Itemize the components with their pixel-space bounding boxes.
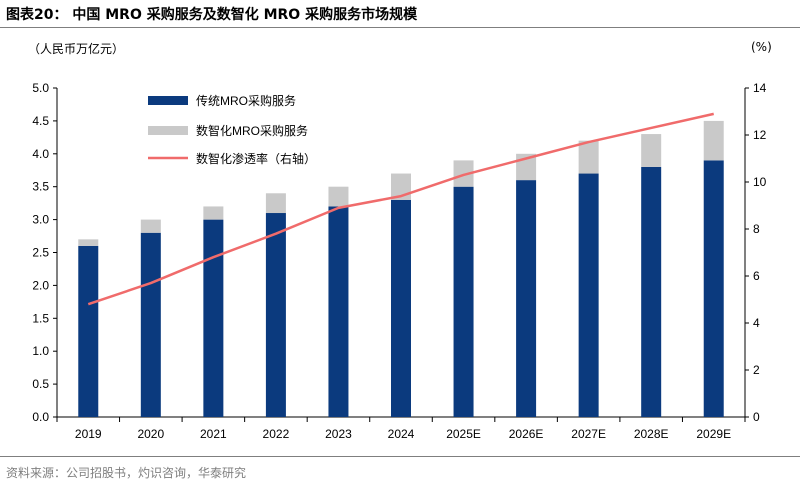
legend-label-penetration: 数智化渗透率（右轴） — [196, 151, 316, 166]
x-tick-label: 2019 — [75, 427, 102, 441]
right-tick-label: 6 — [753, 269, 760, 283]
right-tick-label: 0 — [753, 410, 760, 424]
right-tick-label: 2 — [753, 363, 760, 377]
x-tick-label: 2020 — [137, 427, 164, 441]
bar-digital — [78, 239, 99, 246]
bar-traditional — [641, 166, 662, 417]
bar-digital — [641, 134, 662, 167]
footer-rule — [0, 456, 800, 457]
left-tick-label: 3.5 — [32, 180, 49, 194]
x-tick-label: 2024 — [388, 427, 415, 441]
legend-label-traditional: 传统MRO采购服务 — [196, 93, 296, 108]
x-tick-label: 2026E — [509, 427, 544, 441]
x-tick-label: 2021 — [200, 427, 227, 441]
x-tick-label: 2022 — [263, 427, 290, 441]
bar-traditional — [265, 213, 286, 417]
right-axis-unit: (%) — [751, 40, 772, 54]
left-tick-label: 4.5 — [32, 114, 49, 128]
left-tick-label: 2.5 — [32, 246, 49, 260]
bar-digital — [328, 186, 349, 207]
left-tick-label: 5.0 — [32, 81, 49, 95]
bar-traditional — [78, 245, 99, 417]
bar-traditional — [140, 232, 161, 417]
legend-swatch-traditional — [148, 96, 188, 105]
bar-digital — [265, 193, 286, 214]
right-tick-label: 8 — [753, 222, 760, 236]
bar-traditional — [453, 186, 474, 417]
legend: 传统MRO采购服务 数智化MRO采购服务 数智化渗透率（右轴） — [148, 93, 316, 166]
left-tick-label: 1.5 — [32, 311, 49, 325]
legend-label-digital: 数智化MRO采购服务 — [196, 123, 308, 138]
left-tick-label: 0.5 — [32, 377, 49, 391]
left-tick-label: 0.0 — [32, 410, 49, 424]
bar-digital — [203, 206, 224, 220]
right-tick-label: 14 — [753, 81, 767, 95]
bar-traditional — [391, 199, 411, 417]
bar-traditional — [203, 219, 224, 417]
bar-digital — [140, 219, 161, 233]
x-tick-label: 2027E — [571, 427, 606, 441]
x-tick-label: 2028E — [634, 427, 669, 441]
left-tick-label: 2.0 — [32, 278, 49, 292]
bar-digital — [578, 140, 599, 174]
left-tick-label: 1.0 — [32, 344, 49, 358]
bar-traditional — [703, 160, 724, 417]
right-tick-label: 4 — [753, 316, 760, 330]
bar-traditional — [578, 173, 599, 417]
bar-digital — [453, 160, 474, 187]
x-tick-label: 2023 — [325, 427, 352, 441]
legend-swatch-digital — [148, 126, 188, 135]
x-tick-label: 2029E — [696, 427, 731, 441]
left-axis-unit: （人民币万亿元） — [28, 42, 125, 56]
bar-traditional — [516, 180, 537, 417]
left-tick-label: 4.0 — [32, 147, 49, 161]
right-tick-label: 10 — [753, 175, 767, 189]
source-note: 资料来源：公司招股书，灼识咨询，华泰研究 — [6, 466, 247, 480]
title-rule — [0, 27, 800, 28]
bar-digital — [703, 120, 724, 161]
figure-title: 图表20： 中国 MRO 采购服务及数智化 MRO 采购服务市场规模 — [6, 7, 418, 23]
right-tick-label: 12 — [753, 128, 767, 142]
left-tick-label: 3.0 — [32, 213, 49, 227]
x-tick-label: 2025E — [446, 427, 481, 441]
bar-traditional — [328, 206, 349, 417]
